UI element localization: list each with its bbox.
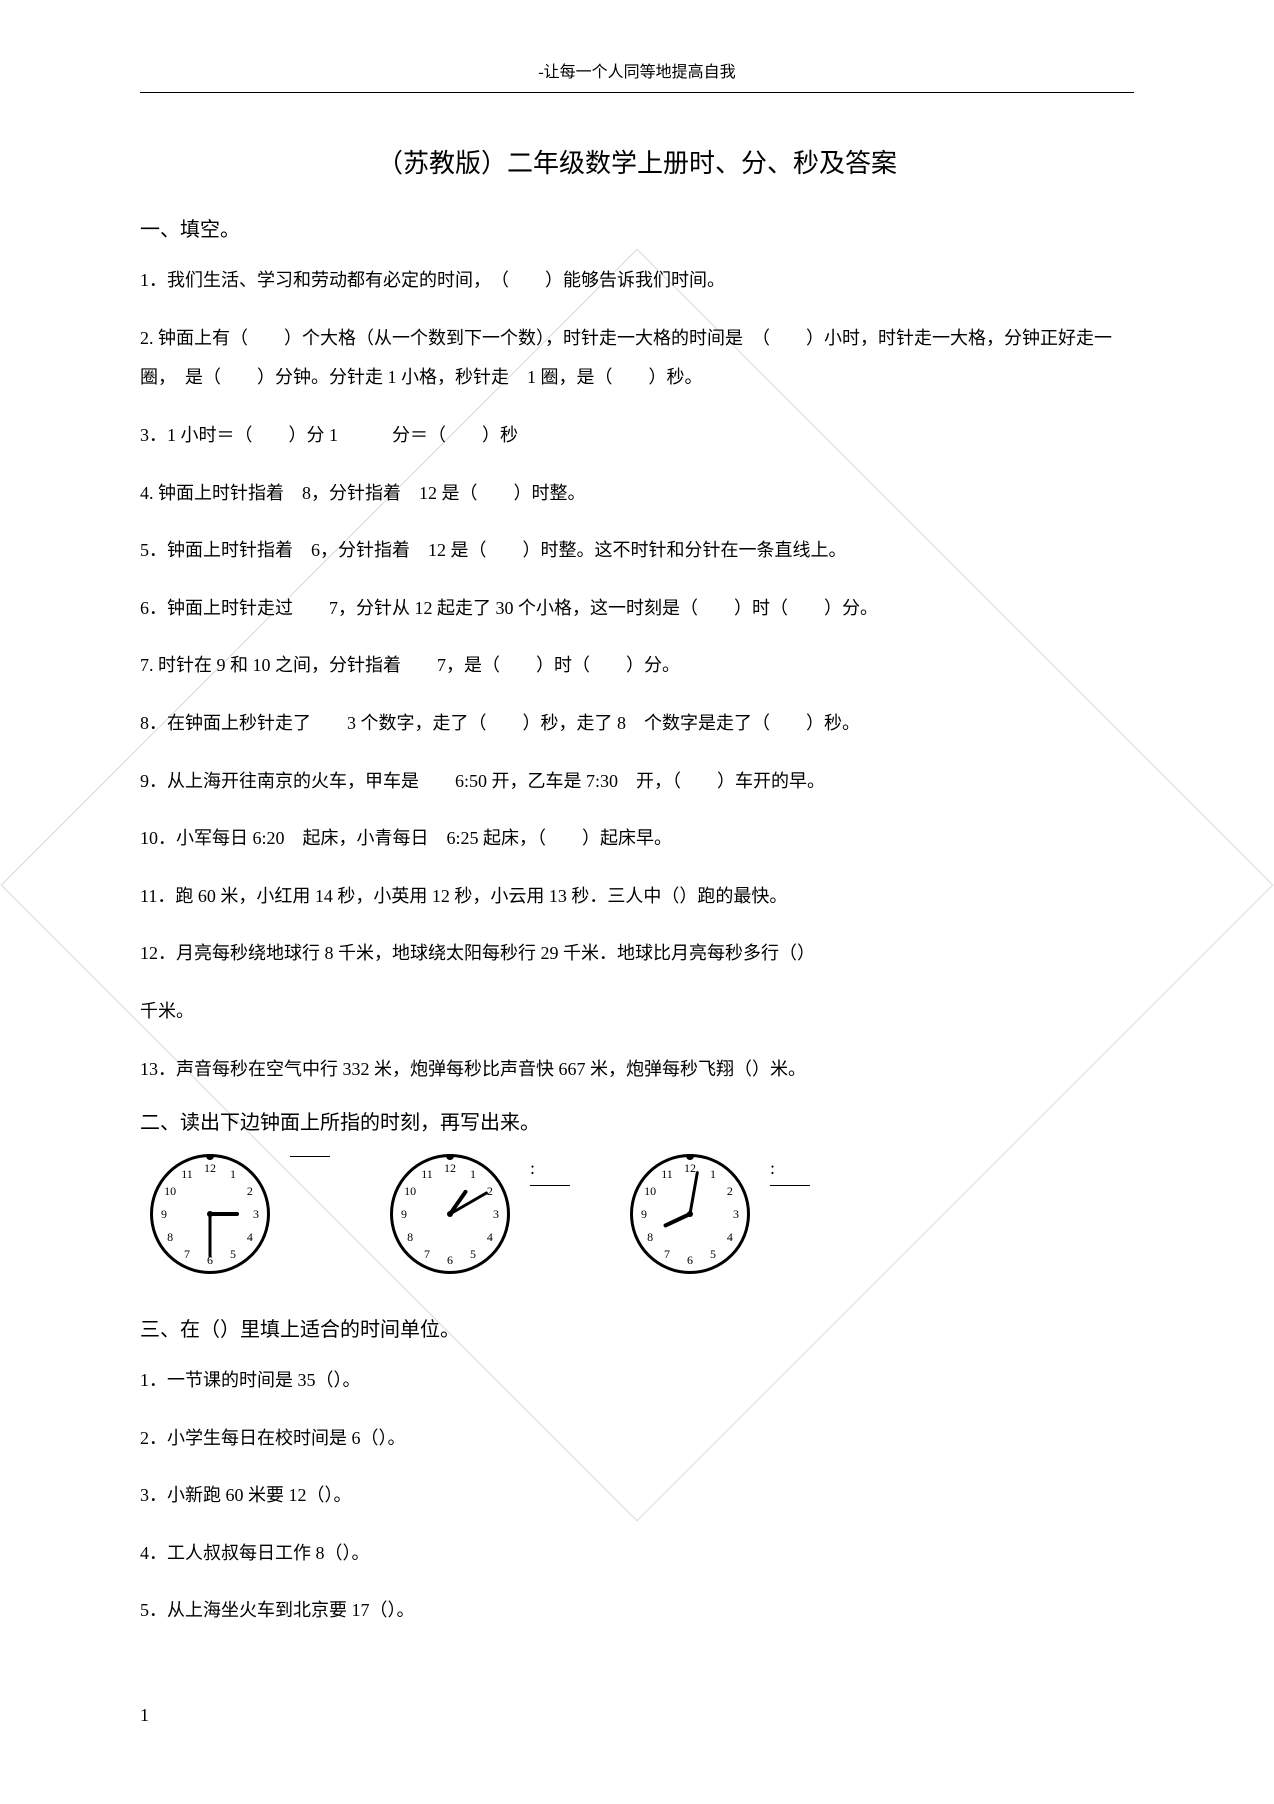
question-item: 3．小新跑 60 米要 12（）。 xyxy=(140,1476,1134,1516)
svg-text:10: 10 xyxy=(164,1184,176,1198)
question-item: 4. 钟面上时针指着 8，分针指着 12 是（ ）时整。 xyxy=(140,474,1134,514)
svg-text:3: 3 xyxy=(733,1207,739,1221)
question-item: 7. 时针在 9 和 10 之间，分针指着 7，是（ ）时（ ）分。 xyxy=(140,646,1134,686)
svg-text:7: 7 xyxy=(184,1247,190,1261)
svg-text:4: 4 xyxy=(727,1230,733,1244)
svg-text:8: 8 xyxy=(167,1230,173,1244)
question-item: 1．我们生活、学习和劳动都有必定的时间， （ ）能够告诉我们时间。 xyxy=(140,261,1134,301)
question-item: 2．小学生每日在校时间是 6（）。 xyxy=(140,1419,1134,1459)
question-item: 3．1 小时＝（ ）分 1 分＝（ ）秒 xyxy=(140,416,1134,456)
svg-text:6: 6 xyxy=(447,1253,453,1267)
svg-text:6: 6 xyxy=(687,1253,693,1267)
svg-text:1: 1 xyxy=(230,1167,236,1181)
question-item: 千米。 xyxy=(140,992,1134,1032)
svg-text:1: 1 xyxy=(710,1167,716,1181)
clock-item: 121234567891011: xyxy=(390,1154,570,1274)
question-item: 11．跑 60 米，小红用 14 秒，小英用 12 秒，小云用 13 秒．三人中… xyxy=(140,877,1134,917)
section-1-heading: 一、填空。 xyxy=(140,214,1134,246)
question-item: 6．钟面上时针走过 7，分针从 12 起走了 30 个小格，这一时刻是（ ）时（… xyxy=(140,589,1134,629)
clock-item: 121234567891011 xyxy=(150,1154,330,1274)
page-header: -让每一个人同等地提高自我 xyxy=(140,60,1134,93)
svg-text:7: 7 xyxy=(664,1247,670,1261)
section-3-heading: 三、在（）里填上适合的时间单位。 xyxy=(140,1314,1134,1346)
svg-text:9: 9 xyxy=(161,1207,167,1221)
section-3-questions: 1．一节课的时间是 35（）。 2．小学生每日在校时间是 6（）。 3．小新跑 60… xyxy=(140,1361,1134,1631)
svg-text:11: 11 xyxy=(421,1167,433,1181)
svg-text:2: 2 xyxy=(727,1184,733,1198)
svg-text:12: 12 xyxy=(204,1161,216,1175)
svg-text:2: 2 xyxy=(247,1184,253,1198)
clock-item: 121234567891011: xyxy=(630,1154,810,1274)
clock-icon: 121234567891011 xyxy=(630,1154,750,1274)
question-item: 12．月亮每秒绕地球行 8 千米，地球绕太阳每秒行 29 千米．地球比月亮每秒多… xyxy=(140,934,1134,974)
clock-answer-blank: : xyxy=(530,1154,570,1186)
svg-text:11: 11 xyxy=(181,1167,193,1181)
section-1-questions: 1．我们生活、学习和劳动都有必定的时间， （ ）能够告诉我们时间。 2. 钟面上有… xyxy=(140,261,1134,1089)
svg-text:2: 2 xyxy=(487,1184,493,1198)
svg-text:11: 11 xyxy=(661,1167,673,1181)
svg-text:3: 3 xyxy=(253,1207,259,1221)
question-item: 5．钟面上时针指着 6，分针指着 12 是（ ）时整。这不时针和分针在一条直线上… xyxy=(140,531,1134,571)
svg-text:4: 4 xyxy=(487,1230,493,1244)
svg-text:12: 12 xyxy=(444,1161,456,1175)
page-number: 1 xyxy=(140,1701,1134,1730)
svg-text:9: 9 xyxy=(401,1207,407,1221)
svg-text:10: 10 xyxy=(404,1184,416,1198)
question-item: 9．从上海开往南京的火车，甲车是 6:50 开，乙车是 7:30 开，（ ）车开… xyxy=(140,762,1134,802)
svg-text:7: 7 xyxy=(424,1247,430,1261)
svg-text:12: 12 xyxy=(684,1161,696,1175)
question-item: 10．小军每日 6:20 起床，小青每日 6:25 起床，（ ）起床早。 xyxy=(140,819,1134,859)
section-2-heading: 二、读出下边钟面上所指的时刻，再写出来。 xyxy=(140,1107,1134,1139)
svg-text:1: 1 xyxy=(470,1167,476,1181)
question-item: 1．一节课的时间是 35（）。 xyxy=(140,1361,1134,1401)
clock-answer-blank: : xyxy=(770,1154,810,1186)
clocks-row: 121234567891011121234567891011:121234567… xyxy=(150,1154,1134,1274)
question-item: 8．在钟面上秒针走了 3 个数字，走了（ ）秒，走了 8 个数字是走了（ ）秒。 xyxy=(140,704,1134,744)
svg-text:4: 4 xyxy=(247,1230,253,1244)
svg-text:3: 3 xyxy=(493,1207,499,1221)
question-item: 2. 钟面上有（ ）个大格（从一个数到下一个数），时针走一大格的时间是 （ ）小… xyxy=(140,319,1134,398)
svg-text:9: 9 xyxy=(641,1207,647,1221)
question-item: 13．声音每秒在空气中行 332 米，炮弹每秒比声音快 667 米，炮弹每秒飞翔… xyxy=(140,1050,1134,1090)
svg-text:10: 10 xyxy=(644,1184,656,1198)
clock-icon: 121234567891011 xyxy=(390,1154,510,1274)
document-title: （苏教版）二年级数学上册时、分、秒及答案 xyxy=(140,143,1134,185)
question-item: 5．从上海坐火车到北京要 17（）。 xyxy=(140,1591,1134,1631)
svg-text:8: 8 xyxy=(647,1230,653,1244)
question-item: 4．工人叔叔每日工作 8（）。 xyxy=(140,1534,1134,1574)
clock-icon: 121234567891011 xyxy=(150,1154,270,1274)
svg-text:5: 5 xyxy=(230,1247,236,1261)
svg-text:8: 8 xyxy=(407,1230,413,1244)
svg-text:5: 5 xyxy=(470,1247,476,1261)
page-content: -让每一个人同等地提高自我 （苏教版）二年级数学上册时、分、秒及答案 一、填空。… xyxy=(140,60,1134,1730)
clock-answer-blank xyxy=(290,1154,330,1157)
svg-text:5: 5 xyxy=(710,1247,716,1261)
